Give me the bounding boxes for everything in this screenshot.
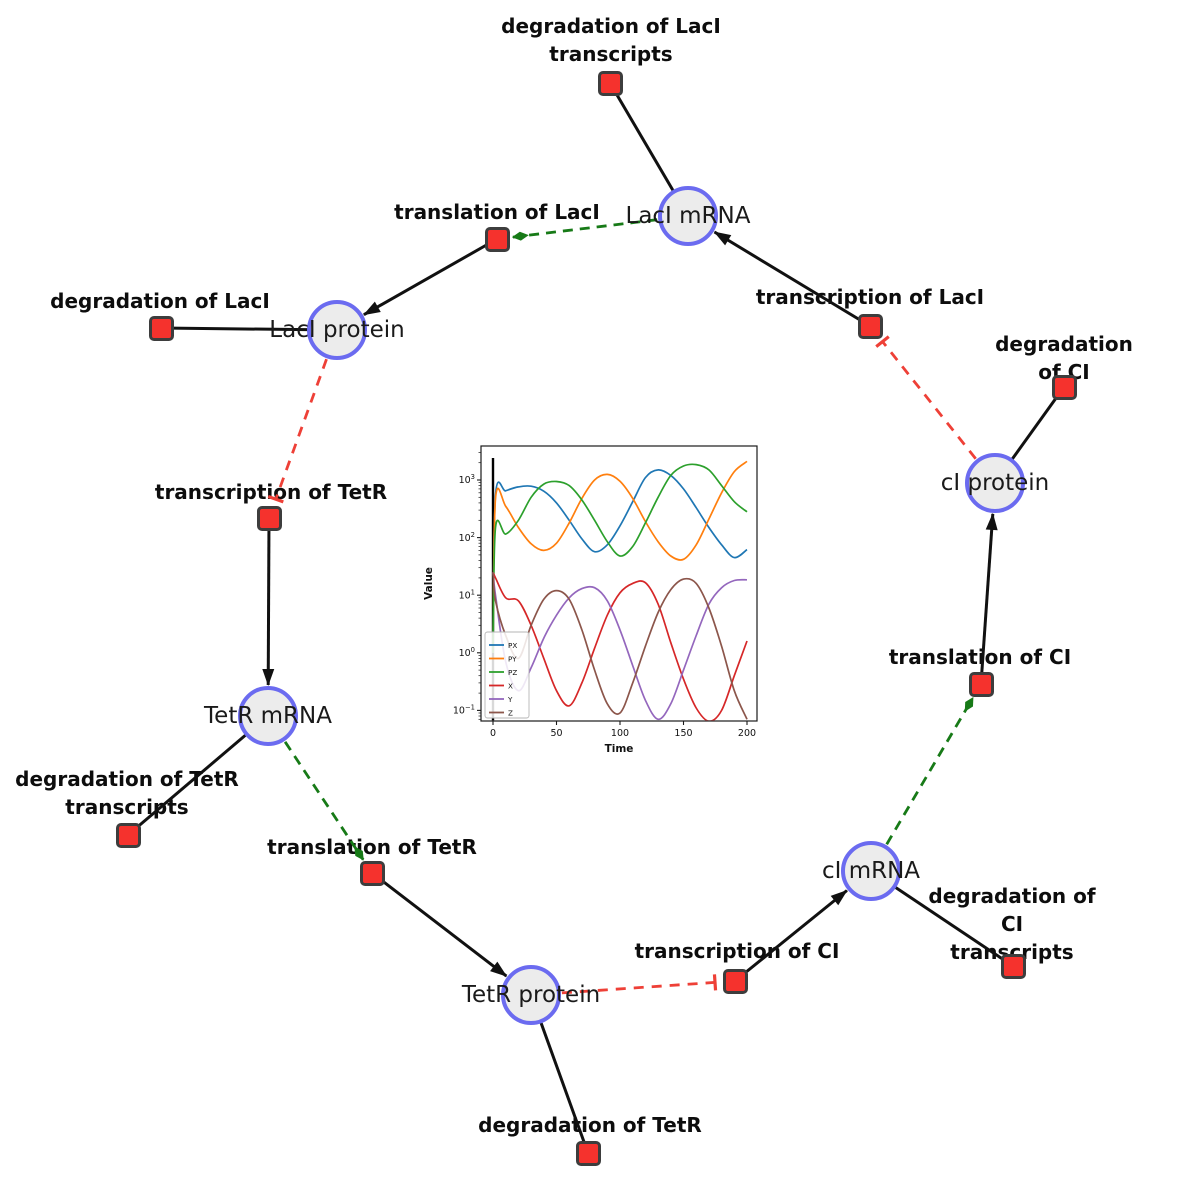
- edge-production-transl-laci-laci-protein: [363, 237, 498, 317]
- series-line-X: [492, 571, 748, 721]
- reaction-label-deg-laci-transcripts: degradation of LacI transcripts: [501, 14, 721, 66]
- x-tick-label: 100: [611, 728, 629, 739]
- edge-catalysis-tetr-mrna-transl-tetr: [283, 741, 365, 861]
- reaction-label-transl-ci: translation of CI: [888, 645, 1072, 669]
- series-line-PX: [492, 469, 748, 653]
- reaction-node-deg-laci-transcripts[interactable]: [597, 70, 623, 96]
- series-line-PY: [492, 460, 748, 653]
- species-label-ci-mrna: cI mRNA: [821, 858, 921, 884]
- y-tick-label: 101: [459, 588, 475, 601]
- legend-entry-PX: PX: [508, 641, 517, 650]
- reaction-node-transl-tetr[interactable]: [359, 860, 385, 886]
- reaction-label-transl-tetr: translation of TetR: [267, 835, 477, 859]
- reaction-label-deg-laci: degradation of LacI: [50, 289, 270, 313]
- y-tick-label: 10−1: [453, 704, 475, 717]
- legend-entry-Y: Y: [507, 695, 513, 704]
- edge-inhibition-laci-protein-txn-tetr: [267, 358, 328, 504]
- reaction-node-txn-tetr[interactable]: [256, 505, 282, 531]
- reaction-node-deg-ci-transcripts[interactable]: [1000, 953, 1026, 979]
- species-node-ci-mrna[interactable]: [841, 841, 901, 901]
- edge-production-transl-tetr-tetr-protein: [371, 871, 508, 978]
- species-node-laci-protein[interactable]: [307, 300, 367, 360]
- x-tick-label: 50: [550, 728, 562, 739]
- y-axis-label: Value: [423, 567, 435, 600]
- reaction-node-deg-tetr-transcripts[interactable]: [115, 822, 141, 848]
- reaction-node-transl-ci[interactable]: [968, 671, 994, 697]
- reaction-node-transl-laci[interactable]: [484, 226, 510, 252]
- x-tick-label: 150: [674, 728, 692, 739]
- species-label-laci-mrna: LacI mRNA: [625, 203, 751, 229]
- series-line-PZ: [492, 463, 748, 653]
- reaction-node-txn-laci[interactable]: [857, 313, 883, 339]
- x-axis-label: Time: [605, 743, 634, 755]
- species-node-tetr-mrna[interactable]: [238, 686, 298, 746]
- x-tick-label: 200: [738, 728, 756, 739]
- species-label-tetr-mrna: TetR mRNA: [204, 703, 332, 729]
- edge-catalysis-ci-mrna-transl-ci: [885, 696, 975, 846]
- reaction-label-transl-laci: translation of LacI: [394, 200, 600, 224]
- reaction-node-txn-ci[interactable]: [722, 968, 748, 994]
- y-tick-label: 102: [459, 531, 475, 544]
- legend-entry-X: X: [508, 681, 513, 690]
- species-label-ci-protein: cI protein: [940, 470, 1050, 496]
- edge-catalysis-laci-mrna-transl-laci: [511, 218, 658, 241]
- chart-legend: PX PY PZ XYZ: [484, 631, 530, 719]
- reaction-label-deg-tetr: degradation of TetR: [478, 1113, 702, 1137]
- reaction-node-deg-tetr[interactable]: [575, 1140, 601, 1166]
- reaction-label-txn-ci: transcription of CI: [634, 939, 840, 963]
- species-node-ci-protein[interactable]: [965, 453, 1025, 513]
- species-label-tetr-protein: TetR protein: [461, 982, 601, 1008]
- y-tick-label: 103: [459, 473, 475, 486]
- edge-production-txn-laci-laci-mrna: [713, 230, 871, 328]
- legend-entry-PZ: PZ: [508, 668, 517, 677]
- edge-production-transl-ci-ci-protein: [979, 512, 998, 685]
- legend-entry-Z: Z: [508, 708, 513, 717]
- edge-inhibition-tetr-protein-txn-ci: [561, 974, 718, 995]
- reaction-node-deg-ci[interactable]: [1051, 374, 1077, 400]
- edge-inhibition-ci-protein-txn-laci: [875, 335, 977, 460]
- y-tick-label: 100: [459, 646, 475, 659]
- edge-production-txn-ci-ci-mrna: [734, 889, 848, 983]
- x-tick-label: 0: [490, 728, 496, 739]
- reaction-label-txn-laci: transcription of LacI: [755, 285, 985, 309]
- edge-production-txn-tetr-tetr-mrna: [262, 517, 275, 686]
- reaction-node-deg-laci[interactable]: [148, 315, 174, 341]
- species-node-tetr-protein[interactable]: [501, 965, 561, 1025]
- species-label-laci-protein: LacI protein: [269, 317, 405, 343]
- legend-entry-PY: PY: [508, 654, 517, 663]
- species-node-laci-mrna[interactable]: [658, 186, 718, 246]
